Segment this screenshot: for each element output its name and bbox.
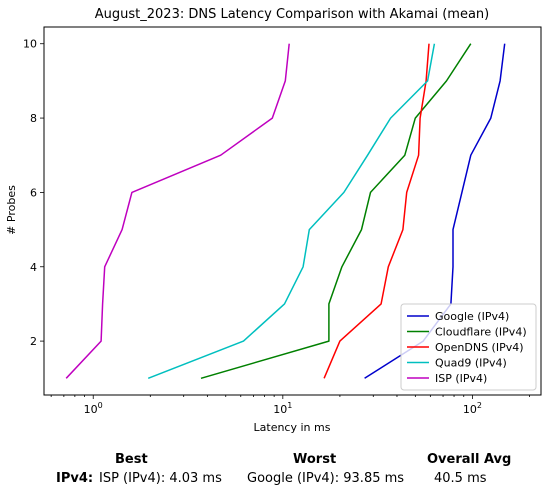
series-line-2 (323, 43, 430, 379)
worst-value: Google (IPv4): 93.85 ms (247, 471, 405, 486)
worst-header: Worst (293, 452, 337, 467)
chart-title: August_2023: DNS Latency Comparison with… (95, 7, 489, 22)
legend-label: Quad9 (IPv4) (435, 357, 507, 370)
x-axis-label: Latency in ms (254, 421, 331, 434)
legend-label: Google (IPv4) (435, 310, 509, 323)
series-line-4 (65, 43, 290, 379)
legend-box (400, 303, 537, 391)
y-axis-label: # Probes (5, 185, 18, 235)
y-tick-label: 2 (30, 335, 37, 348)
overall-avg-value: 40.5 ms (434, 471, 487, 486)
y-tick-label: 4 (30, 261, 37, 274)
y-tick-label: 8 (30, 112, 37, 125)
series-line-1 (200, 43, 472, 380)
y-tick-label: 10 (23, 38, 37, 51)
legend-label: Cloudflare (IPv4) (435, 326, 527, 339)
series-line-3 (147, 43, 436, 379)
legend-label: ISP (IPv4) (435, 372, 487, 385)
best-header: Best (115, 452, 148, 467)
y-tick-label: 6 (30, 186, 37, 199)
x-tick-label: 101 (273, 401, 292, 416)
overall-avg-header: Overall Avg (427, 452, 512, 467)
x-tick-label: 100 (84, 401, 103, 416)
best-value: ISP (IPv4): 4.03 ms (99, 471, 222, 486)
legend-label: OpenDNS (IPv4) (435, 341, 524, 354)
x-tick-label: 102 (463, 401, 482, 416)
ipv4-row-label: IPv4: (56, 471, 94, 486)
plot-frame (43, 26, 542, 396)
